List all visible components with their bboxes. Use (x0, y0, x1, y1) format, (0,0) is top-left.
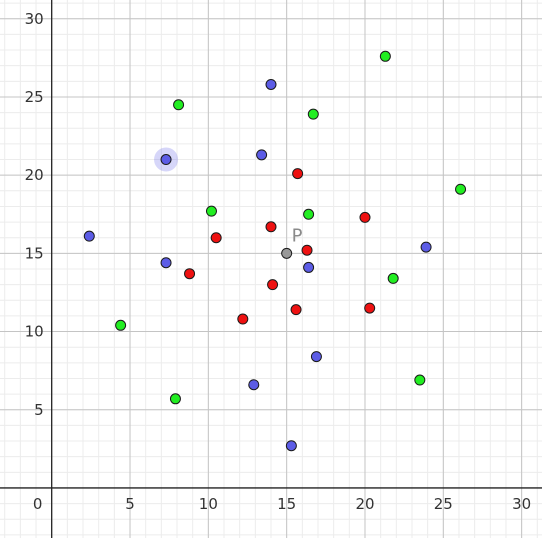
red-point[interactable] (290, 304, 302, 316)
tick-labels: 0 5 10 15 20 25 30 5 10 15 20 25 30 (25, 10, 532, 513)
y-tick-label: 25 (25, 88, 44, 106)
blue-point[interactable] (310, 351, 322, 363)
x-tick-label: 10 (199, 495, 218, 513)
green-point[interactable] (455, 183, 467, 195)
red-point[interactable] (292, 168, 304, 180)
green-point[interactable] (205, 205, 217, 217)
blue-point[interactable] (160, 257, 172, 269)
y-tick-label: 15 (25, 244, 44, 262)
y-tick-label: 30 (25, 10, 44, 28)
blue-point[interactable] (420, 241, 432, 253)
x-tick-label: 15 (277, 495, 296, 513)
red-point[interactable] (267, 279, 279, 291)
point-p-label: P (292, 225, 303, 246)
green-point[interactable] (115, 319, 127, 331)
x-tick-label: 5 (125, 495, 135, 513)
green-point[interactable] (307, 108, 319, 120)
blue-point[interactable] (265, 78, 277, 90)
blue-point[interactable] (248, 379, 260, 391)
red-point[interactable] (301, 244, 313, 256)
x-tick-label: 0 (33, 495, 43, 513)
green-point[interactable] (379, 50, 391, 62)
green-point[interactable] (169, 393, 181, 405)
blue-point[interactable] (285, 440, 297, 452)
green-point[interactable] (414, 374, 426, 386)
green-point[interactable] (387, 272, 399, 284)
red-point[interactable] (265, 221, 277, 233)
green-point[interactable] (303, 208, 315, 220)
x-tick-label: 25 (434, 495, 453, 513)
y-tick-label: 5 (34, 401, 44, 419)
red-point[interactable] (184, 268, 196, 280)
red-point[interactable] (364, 302, 376, 314)
point-p[interactable] (281, 247, 293, 259)
x-tick-label: 20 (355, 495, 374, 513)
red-point[interactable] (237, 313, 249, 325)
blue-point[interactable] (160, 154, 172, 166)
blue-point[interactable] (256, 149, 268, 161)
blue-point[interactable] (83, 230, 95, 242)
data-points[interactable]: P (83, 50, 467, 452)
green-point[interactable] (173, 99, 185, 111)
red-point[interactable] (359, 211, 371, 223)
x-tick-label: 30 (512, 495, 531, 513)
red-point[interactable] (210, 232, 222, 244)
y-tick-label: 20 (25, 166, 44, 184)
blue-point[interactable] (303, 261, 315, 273)
y-tick-label: 10 (25, 323, 44, 341)
